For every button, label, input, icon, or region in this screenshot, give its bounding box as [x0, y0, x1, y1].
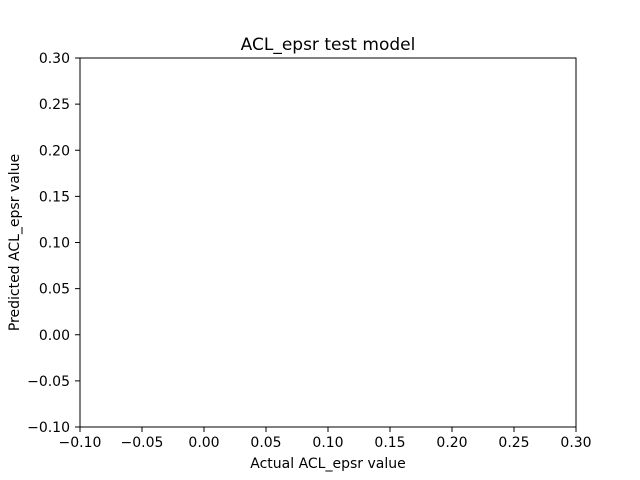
y-axis-label: Predicted ACL_epsr value — [7, 154, 23, 331]
y-tick-label: 0.25 — [39, 97, 70, 113]
y-tick-label: −0.05 — [27, 374, 70, 390]
y-axis-ticks: −0.10 −0.05 0.00 0.05 0.10 0.15 0.20 0.25 0.30 — [27, 51, 80, 436]
x-tick-label: 0.00 — [188, 435, 219, 451]
y-tick-label: 0.00 — [39, 328, 70, 344]
x-tick-label: −0.10 — [59, 435, 102, 451]
x-tick-label: 0.30 — [560, 435, 591, 451]
x-tick-label: 0.10 — [312, 435, 343, 451]
x-tick-label: 0.15 — [374, 435, 405, 451]
plot-area-frame — [79, 57, 577, 428]
y-tick-label: 0.20 — [39, 143, 70, 159]
x-tick-label: −0.05 — [121, 435, 164, 451]
y-tick-label: 0.10 — [39, 236, 70, 252]
chart-title: ACL_epsr test model — [241, 35, 416, 55]
x-axis-label: Actual ACL_epsr value — [250, 456, 405, 472]
x-axis-ticks: −0.10 −0.05 0.00 0.05 0.10 0.15 0.20 0.25 0.30 — [59, 427, 592, 451]
y-tick-label: 0.30 — [39, 51, 70, 67]
y-tick-label: 0.05 — [39, 282, 70, 298]
y-tick-label: −0.10 — [27, 420, 70, 436]
x-tick-label: 0.20 — [436, 435, 467, 451]
x-tick-label: 0.05 — [250, 435, 281, 451]
x-tick-label: 0.25 — [498, 435, 529, 451]
y-tick-label: 0.15 — [39, 189, 70, 205]
